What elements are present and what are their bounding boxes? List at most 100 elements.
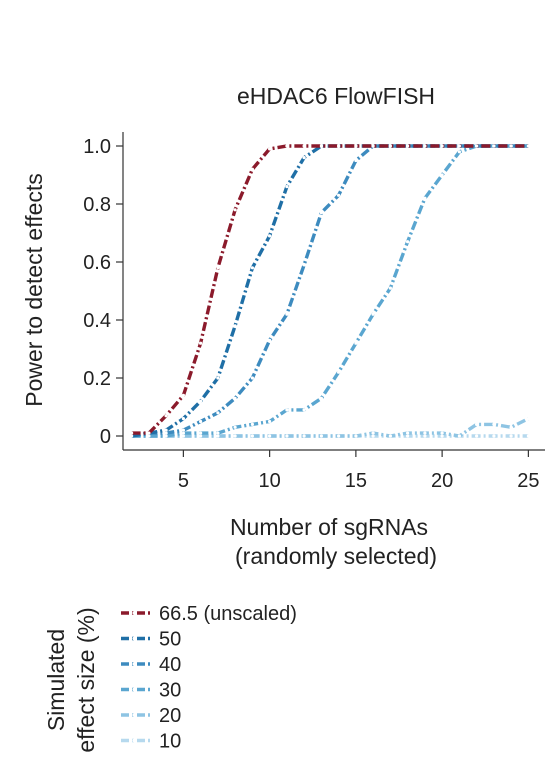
data-point [337,434,341,438]
data-point [164,434,168,438]
data-point [337,193,341,197]
data-point [164,414,168,418]
series-line [131,144,529,435]
data-point [371,431,375,435]
data-point [492,422,496,426]
y-tick-label: 1.0 [83,136,111,158]
data-point [354,158,358,163]
series-line [131,144,529,438]
data-point [319,144,323,148]
data-point [354,434,358,438]
y-axis-label: Power to detect effects [21,173,47,407]
data-point [268,419,272,424]
data-point [233,425,237,429]
data-point [199,399,203,403]
data-point [509,144,513,148]
data-point [302,434,306,438]
data-point [181,417,185,421]
y-tick-label: 0.2 [83,368,111,390]
chart-title: eHDAC6 FlowFISH [237,83,435,109]
legend-swatch-dot [132,611,136,615]
data-point [423,434,427,438]
data-point [526,417,531,421]
series-4 [130,417,531,438]
x-axis-label-line-2: (randomly selected) [235,543,437,569]
legend-title-line-1: Simulated [43,629,69,731]
data-point [337,370,341,374]
data-point [492,434,496,438]
data-point [526,434,531,438]
data-point [457,434,461,438]
legend-label-3: 30 [159,680,181,702]
data-point [406,240,410,244]
data-point [475,144,479,148]
data-point [457,150,461,154]
data-point [371,312,375,316]
x-tick-label: 10 [259,470,281,492]
data-point [268,434,272,438]
data-point [492,144,496,148]
data-point [268,147,272,151]
data-point [147,434,151,438]
data-point [440,431,444,435]
data-point [406,434,410,438]
series-3 [130,144,531,438]
data-point [199,341,203,345]
data-point [388,144,392,148]
data-point [199,434,203,438]
data-point [268,338,272,342]
data-point [475,422,479,426]
legend-swatch-dot [132,738,136,743]
data-point [285,408,289,412]
data-point [233,208,237,212]
y-tick-label: 0 [100,426,111,448]
x-tick-label: 25 [517,470,539,492]
legend-label-2: 40 [159,654,181,676]
data-point [285,434,289,438]
legend-label-5: 10 [159,731,181,753]
data-point [250,434,254,438]
data-point [526,144,531,148]
data-point [423,144,427,148]
x-axis-label-line-1: Number of sgRNAs [230,514,428,540]
data-point [423,431,427,435]
data-point [319,434,323,438]
data-point [130,431,134,435]
legend-title-line-2: effect size (%) [73,607,99,752]
data-point [371,434,375,438]
series-line [131,144,529,438]
data-point [509,425,513,429]
series-1 [130,144,531,438]
series-line [131,144,529,438]
data-point [147,431,151,435]
data-point [181,393,185,397]
data-point [457,144,461,148]
x-tick-label: 20 [431,470,453,492]
data-point [250,266,254,270]
y-tick-label: 0.4 [83,310,111,332]
legend-label-4: 20 [159,705,181,727]
data-point [285,185,289,189]
legend-swatch-dot [132,662,136,666]
data-point [233,396,237,400]
data-point [319,396,323,400]
data-point [388,434,392,438]
data-point [216,376,220,380]
series-0 [130,144,531,435]
data-point [216,431,220,435]
data-point [440,173,444,177]
y-tick-label: 0.8 [83,194,111,216]
data-point [181,428,185,432]
data-point [302,408,306,412]
data-point [371,144,375,148]
data-point [423,196,427,200]
legend-label-0: 66.5 (unscaled) [159,603,297,625]
data-point [285,144,289,148]
data-point [354,144,358,148]
data-point [250,422,254,426]
data-point [216,266,220,270]
data-point [302,156,306,160]
x-tick-label: 15 [345,470,367,492]
data-point [388,286,392,290]
